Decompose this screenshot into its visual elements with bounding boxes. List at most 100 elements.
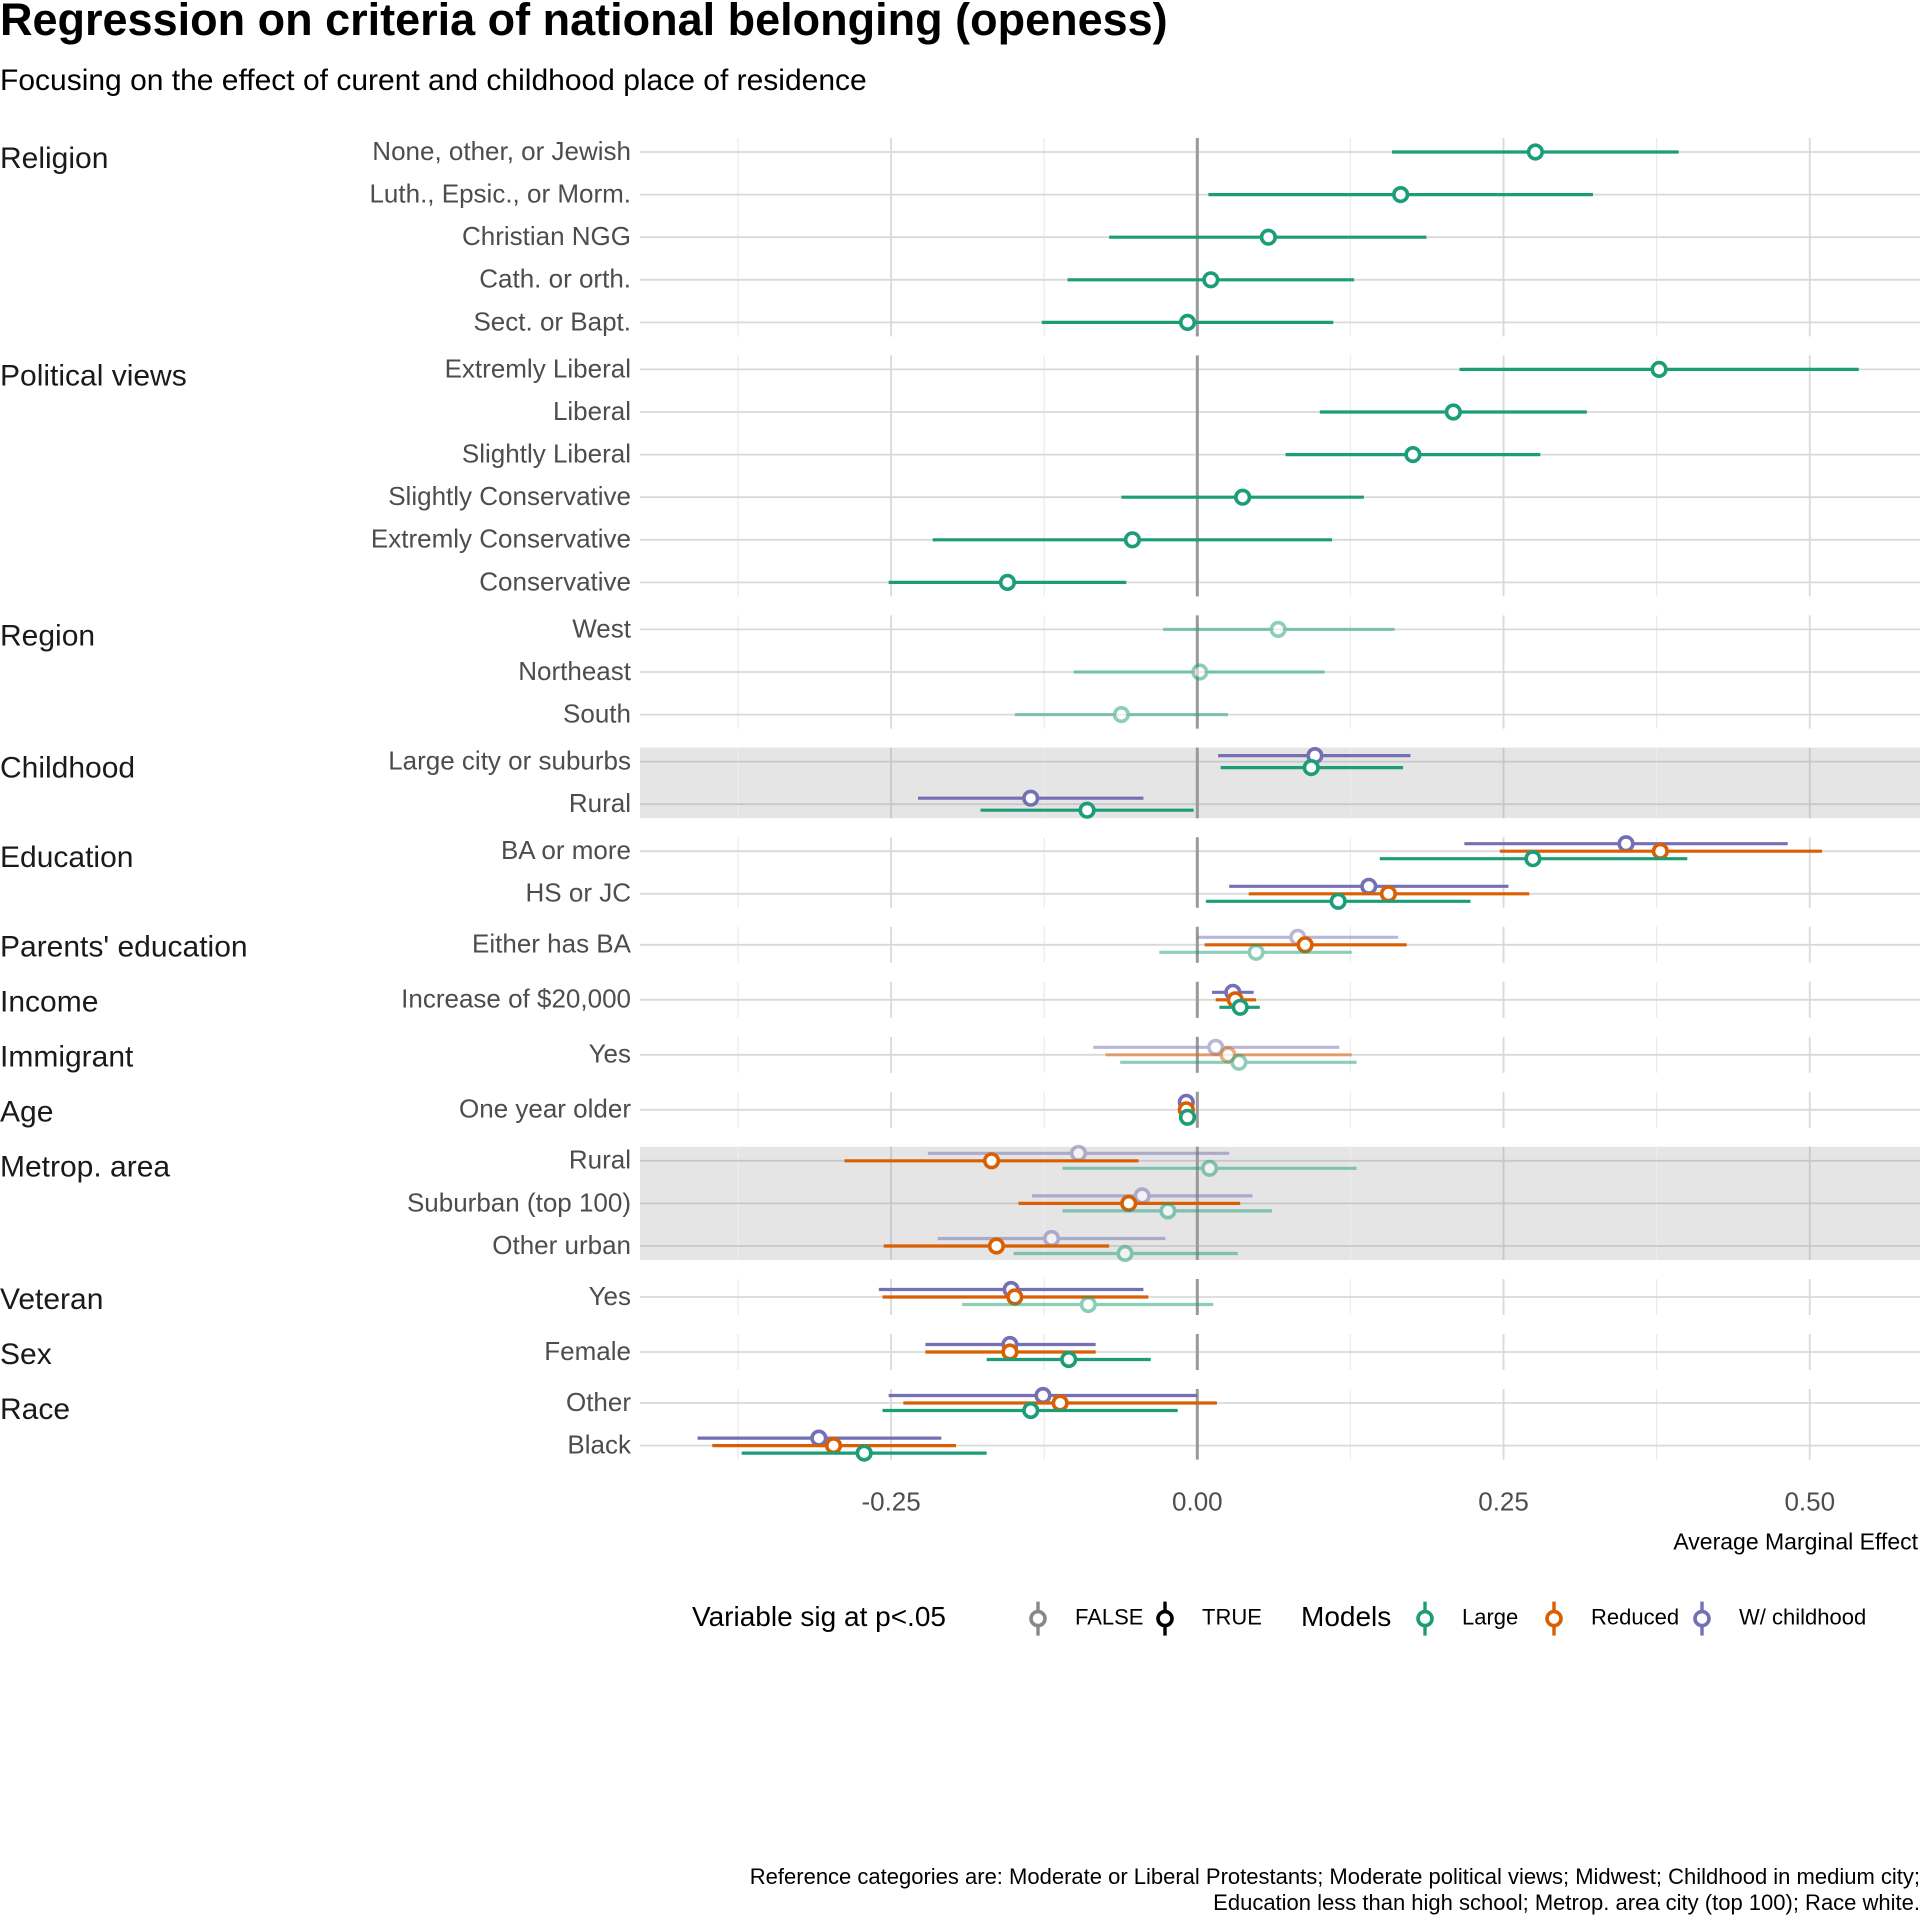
legend: Variable sig at p<.05 FALSE TRUE Models Larg…: [692, 1601, 1866, 1636]
estimate-large: [1073, 663, 1325, 681]
facet-panel-12: Race Other Black: [0, 1386, 1920, 1462]
legend-label: W/ childhood: [1739, 1604, 1866, 1629]
point-estimate: [1379, 885, 1398, 903]
chart-subtitle: Focusing on the effect of curent and chi…: [0, 64, 867, 97]
facet-panel-6: Income Increase of $20,000: [0, 981, 1920, 1019]
point-estimate: [1444, 403, 1462, 421]
facet-panel-9: Metrop. area Rural Suburban (top 100) Other…: [0, 1144, 1920, 1263]
estimate-large: [986, 1350, 1151, 1369]
row-label: Rural: [569, 1145, 631, 1175]
facet-panel-0: Religion None, other, or Jewish Luth., Eps…: [0, 136, 1920, 337]
row-label: Other urban: [492, 1230, 631, 1260]
row-label: Either has BA: [472, 929, 632, 959]
x-tick-label: 0.00: [1172, 1486, 1223, 1516]
estimate-large: [1121, 488, 1364, 506]
legend-label: Large: [1462, 1604, 1518, 1629]
estimate-large: [741, 1444, 987, 1462]
point-estimate: [1651, 842, 1669, 860]
point-estimate: [1230, 1053, 1248, 1071]
facet-label: Veteran: [0, 1283, 103, 1316]
row-label: BA or more: [501, 835, 631, 865]
point-estimate: [1120, 1194, 1138, 1212]
row-label: Black: [567, 1429, 632, 1459]
row-label: West: [572, 613, 632, 643]
estimate-w-childhood: [888, 1386, 1198, 1405]
estimate-reduced: [903, 1394, 1217, 1412]
point-estimate: [1269, 620, 1287, 639]
chart-caption: Reference categories are: Moderate or Li…: [20, 1864, 1920, 1916]
point-estimate: [1022, 1401, 1040, 1420]
point-estimate: [1526, 143, 1544, 161]
point-estimate: [1069, 1144, 1088, 1162]
row-label: HS or JC: [526, 878, 631, 908]
facet-label: Childhood: [0, 752, 135, 785]
point-estimate: [1617, 835, 1635, 853]
point-estimate: [1022, 789, 1040, 807]
caption-line-1: Reference categories are: Moderate or Li…: [749, 1864, 1920, 1889]
point-estimate: [998, 573, 1017, 592]
facet-panel-3: Childhood Large city or suburbs Rural: [0, 745, 1920, 819]
facet-panel-11: Sex Female: [0, 1334, 1920, 1371]
row-label: Yes: [589, 1281, 631, 1311]
estimate-reduced: [882, 1288, 1149, 1306]
legend-sig-title: Variable sig at p<.05: [692, 1601, 946, 1632]
point-estimate: [824, 1436, 843, 1455]
estimate-w-childhood: [918, 789, 1144, 807]
point-estimate: [1200, 1159, 1219, 1177]
row-label: South: [563, 698, 631, 728]
facet-label: Region: [0, 619, 95, 652]
row-label: Slightly Liberal: [462, 438, 631, 468]
row-label: Yes: [589, 1039, 631, 1069]
estimate-large: [888, 573, 1127, 592]
point-estimate: [1042, 1229, 1061, 1248]
estimate-large: [1159, 943, 1352, 961]
point-estimate: [1360, 877, 1378, 895]
row-label: None, other, or Jewish: [372, 136, 631, 166]
estimate-large: [1205, 892, 1471, 910]
point-estimate: [987, 1237, 1006, 1255]
facet-panel-5: Parents' education Either has BA: [0, 926, 1920, 964]
row-label: Luth., Epsic., or Morm.: [369, 178, 631, 208]
point-estimate: [1329, 892, 1347, 910]
row-label: Other: [566, 1387, 631, 1417]
point-estimate: [982, 1152, 1001, 1170]
x-axis-title: Average Marginal Effect: [1673, 1529, 1918, 1555]
point-estimate: [1116, 1244, 1134, 1263]
facet-label: Age: [0, 1096, 53, 1129]
row-label: Cath. or orth.: [479, 264, 631, 294]
estimate-large: [1062, 1159, 1357, 1177]
point-estimate: [810, 1429, 828, 1447]
point-estimate: [1006, 1288, 1024, 1306]
legend-key-true: [1156, 1601, 1174, 1636]
x-tick-label: 0.50: [1784, 1486, 1835, 1516]
row-label: Sect. or Bapt.: [473, 306, 631, 336]
estimate-large: [1014, 705, 1228, 724]
estimate-large: [1285, 446, 1541, 464]
facet-label: Income: [0, 986, 98, 1019]
estimate-large: [1392, 143, 1679, 161]
point-estimate: [1404, 446, 1422, 464]
legend-label: Reduced: [1591, 1604, 1679, 1629]
legend-key-point: [1545, 1609, 1563, 1628]
point-estimate: [1123, 531, 1142, 549]
point-estimate: [1034, 1386, 1052, 1405]
estimate-reduced: [883, 1237, 1110, 1255]
point-estimate: [1302, 758, 1320, 777]
estimate-large: [1178, 1108, 1197, 1126]
legend-key-point: [1416, 1609, 1434, 1628]
estimate-large: [1319, 403, 1587, 421]
facet-highlight: [640, 747, 1920, 819]
estimate-large: [1163, 620, 1395, 639]
facet-label: Immigrant: [0, 1041, 134, 1074]
row-label: Suburban (top 100): [407, 1187, 631, 1217]
legend-models-title: Models: [1301, 1601, 1391, 1632]
point-estimate: [1078, 801, 1096, 819]
legend-key-large: [1416, 1601, 1434, 1636]
facet-label: Sex: [0, 1338, 52, 1371]
row-label: Conservative: [479, 566, 631, 596]
point-estimate: [1234, 488, 1252, 506]
legend-label: TRUE: [1202, 1604, 1262, 1629]
estimate-reduced: [1018, 1194, 1241, 1212]
legend-key-point: [1156, 1609, 1174, 1628]
